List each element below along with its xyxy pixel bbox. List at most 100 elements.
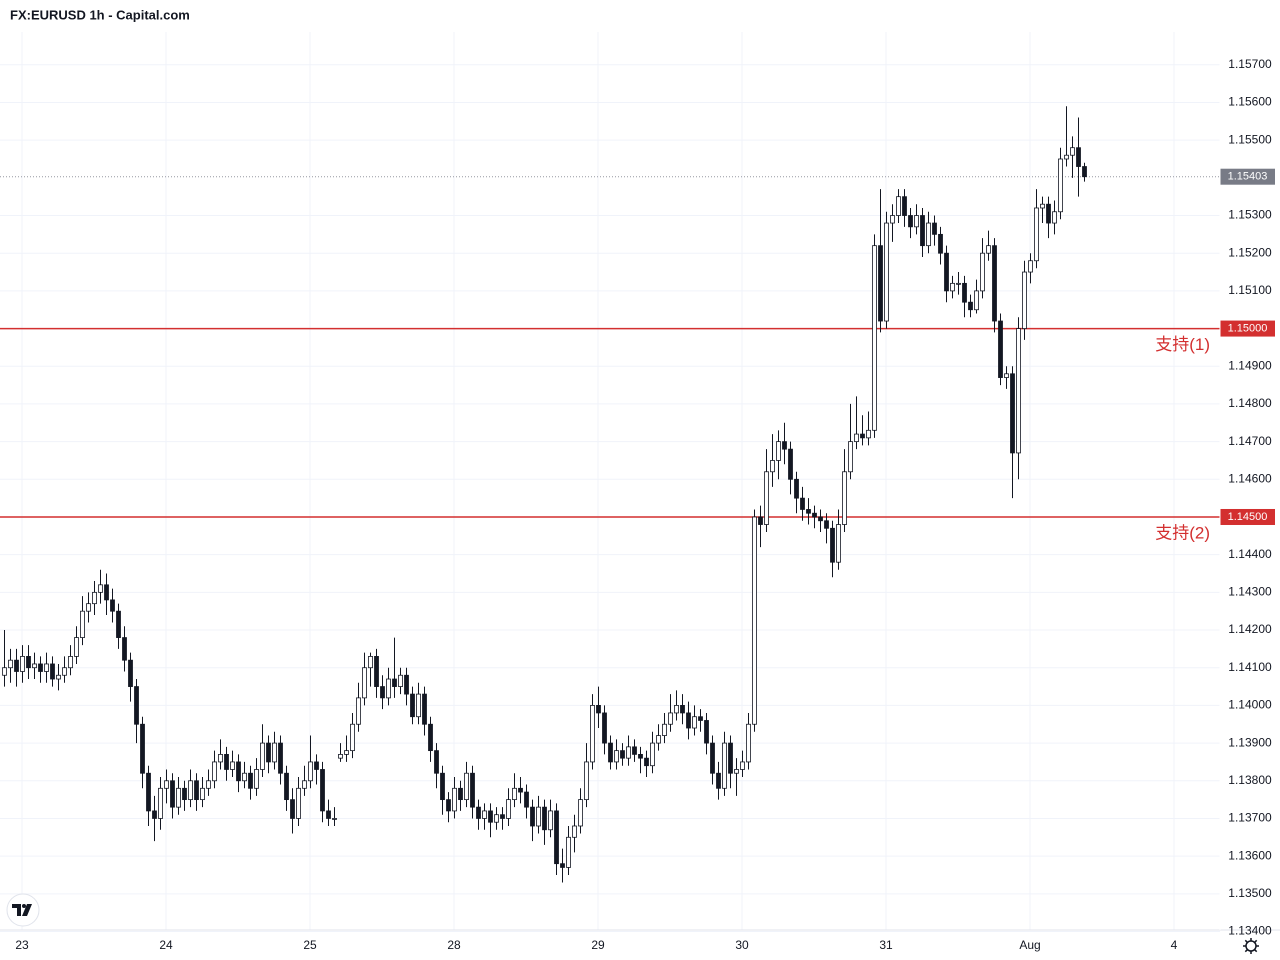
y-tick-label: 1.14900	[1228, 358, 1272, 372]
y-tick-label: 1.14200	[1228, 622, 1272, 636]
candle-body	[350, 723, 355, 752]
y-tick-label: 1.13500	[1228, 886, 1272, 900]
candle-body	[20, 656, 25, 672]
x-tick-label: Aug	[1019, 938, 1040, 952]
candle-body	[332, 818, 337, 820]
candle-body	[788, 448, 793, 480]
candle-body	[860, 433, 865, 439]
y-tick-label: 1.13400	[1228, 924, 1272, 938]
candle-body	[284, 772, 289, 801]
candle-body	[590, 705, 595, 763]
chart-title: FX:EURUSD 1h - Capital.com	[10, 7, 190, 22]
price-tag-label: 1.14500	[1228, 511, 1268, 523]
candle-body	[194, 780, 199, 801]
candle-body	[692, 716, 697, 729]
x-tick-label: 24	[159, 938, 173, 952]
candle-body	[464, 772, 469, 801]
candle-body	[908, 215, 913, 228]
settings-icon[interactable]	[1243, 938, 1259, 954]
candle-body	[566, 836, 571, 868]
y-tick-label: 1.14400	[1228, 547, 1272, 561]
candle-body	[206, 780, 211, 789]
candle-body	[518, 787, 523, 793]
y-tick-label: 1.15200	[1228, 245, 1272, 259]
candle-body	[932, 222, 937, 235]
candle-body	[326, 810, 331, 819]
candle-body	[752, 516, 757, 725]
candle-body	[926, 222, 931, 247]
candle-body	[386, 678, 391, 699]
candle-body	[230, 761, 235, 770]
candle-body	[824, 520, 829, 529]
candle-body	[554, 810, 559, 865]
candle-body	[272, 742, 277, 763]
candle-body	[1064, 154, 1069, 160]
candle-body	[68, 656, 73, 669]
y-tick-label: 1.14600	[1228, 471, 1272, 485]
candle-body	[110, 599, 115, 612]
candle-body	[848, 441, 853, 473]
candle-body	[770, 460, 775, 473]
candle-body	[266, 742, 271, 763]
candle-body	[482, 810, 487, 819]
candle-body	[572, 825, 577, 838]
candle-body	[74, 637, 79, 657]
candle-body	[116, 610, 121, 638]
candle-body	[410, 693, 415, 718]
candle-body	[812, 512, 817, 518]
candle-body	[764, 471, 769, 525]
candle-body	[446, 799, 451, 812]
candles	[2, 106, 1087, 883]
candle-body	[416, 693, 421, 718]
candle-body	[452, 787, 457, 812]
x-tick-label: 29	[591, 938, 605, 952]
candle-body	[1022, 271, 1027, 329]
candle-body	[404, 674, 409, 695]
candle-body	[1070, 147, 1075, 156]
candle-body	[896, 196, 901, 216]
candle-body	[488, 810, 493, 823]
candle-body	[602, 712, 607, 744]
candle-body	[668, 712, 673, 725]
candle-body	[950, 282, 955, 292]
x-tick-label: 23	[15, 938, 29, 952]
candle-body	[704, 720, 709, 744]
candle-body	[638, 753, 643, 759]
candle-body	[644, 757, 649, 767]
candle-body	[296, 787, 301, 819]
candle-body	[806, 509, 811, 514]
candle-body	[734, 769, 739, 774]
candle-body	[1028, 260, 1033, 273]
candle-body	[524, 791, 529, 808]
candle-body	[152, 810, 157, 819]
candle-body	[224, 753, 229, 770]
candle-body	[686, 712, 691, 729]
candle-body	[962, 282, 967, 303]
y-tick-label: 1.14000	[1228, 698, 1272, 712]
candle-body	[170, 780, 175, 808]
candle-body	[944, 252, 949, 292]
candle-body	[164, 780, 169, 789]
candle-body	[596, 705, 601, 714]
candle-body	[458, 787, 463, 801]
y-tick-label: 1.14800	[1228, 396, 1272, 410]
candle-body	[158, 787, 163, 819]
candle-body	[2, 667, 7, 676]
candle-body	[98, 584, 103, 593]
candle-body	[1010, 373, 1015, 454]
x-tick-label: 30	[735, 938, 749, 952]
y-tick-label: 1.14100	[1228, 660, 1272, 674]
candle-body	[548, 810, 553, 831]
candle-body	[338, 753, 343, 759]
candle-body	[146, 772, 151, 812]
candle-body	[500, 814, 505, 819]
candle-body	[914, 215, 919, 228]
candle-body	[986, 245, 991, 254]
candle-body	[428, 723, 433, 752]
candle-body	[1076, 147, 1081, 167]
candle-body	[1040, 203, 1045, 209]
candle-body	[308, 761, 313, 782]
